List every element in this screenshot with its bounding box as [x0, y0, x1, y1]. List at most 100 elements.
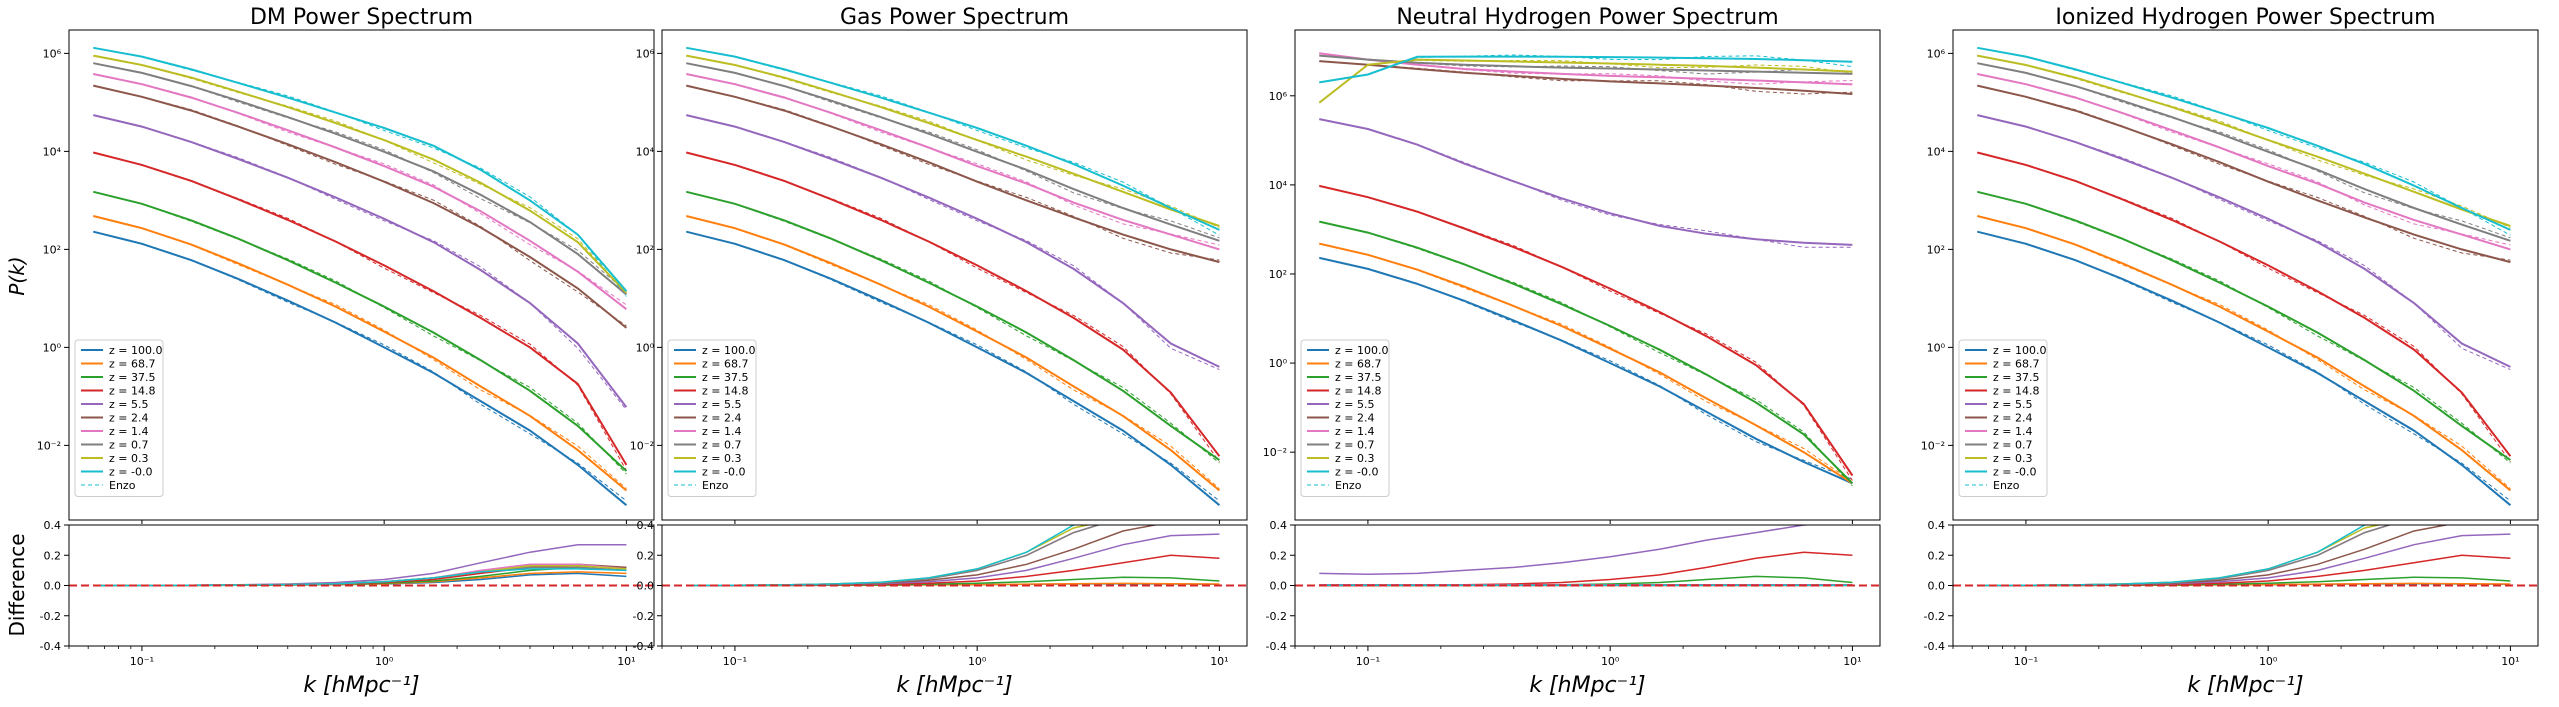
legend-entry-enzo: Enzo [109, 479, 136, 492]
enzo-line [93, 231, 627, 502]
legend-entry: z = 100.0 [109, 344, 162, 357]
legend-entry: z = 37.5 [109, 371, 155, 384]
x-tick-label: 10¹ [1843, 655, 1861, 668]
power-spectrum-lines [686, 46, 1221, 506]
series-line [93, 54, 628, 294]
x-tick-label: 10⁻¹ [2014, 655, 2038, 668]
legend-entry: z = -0.0 [109, 466, 152, 479]
legend-entry: z = 2.4 [702, 412, 741, 425]
difference-line [1319, 551, 1853, 587]
legend-entry: z = 14.8 [702, 385, 748, 398]
diff-y-tick-label: -0.4 [1266, 640, 1287, 653]
series-line [1977, 114, 2511, 368]
legend-entry: z = 5.5 [702, 398, 741, 411]
enzo-line [93, 73, 627, 306]
series-line [1319, 60, 1853, 95]
legend-entry: z = 2.4 [109, 412, 148, 425]
legend-entry: z = 14.8 [1993, 385, 2039, 398]
enzo-line [1977, 231, 2511, 502]
series-line [93, 230, 628, 506]
legend-entry: z = 0.3 [109, 452, 148, 465]
y-tick-label: 10² [43, 243, 61, 256]
series-line [686, 215, 1221, 492]
y-tick-label: 10⁴ [1269, 179, 1288, 192]
enzo-line [1977, 114, 2511, 371]
difference-lines [1977, 525, 2511, 587]
panel-title: Ionized Hydrogen Power Spectrum [2055, 5, 2435, 30]
series-line [686, 46, 1220, 231]
series-line [1977, 151, 2512, 457]
legend-entry: z = 68.7 [702, 358, 748, 371]
difference-line [1977, 554, 2511, 587]
series-line [1319, 54, 1853, 75]
y-tick-label: 10² [1927, 243, 1945, 256]
panel-4: Ionized Hydrogen Power Spectrum 10⁶ 10⁴ 10²… [1921, 5, 2539, 698]
panel-title: Gas Power Spectrum [840, 5, 1069, 30]
y-axis-label-power: P(k) [5, 256, 29, 295]
panel-2: Gas Power Spectrum 10⁶ 10⁴ 10² 10⁰ 10⁻² 0.4 0.2… [630, 5, 1248, 698]
series-line [1319, 242, 1853, 485]
series-line [1319, 118, 1853, 246]
difference-line [686, 554, 1220, 587]
legend-entry: z = 68.7 [1335, 358, 1381, 371]
series-line [93, 73, 628, 310]
enzo-line [1319, 185, 1853, 481]
diff-y-tick-label: -0.2 [633, 610, 654, 623]
difference-lines [1319, 525, 1853, 587]
legend-entry: z = 2.4 [1335, 412, 1374, 425]
series-line [93, 190, 628, 472]
legend-entry: z = -0.0 [702, 466, 745, 479]
series-line [1319, 220, 1854, 485]
legend-entry: z = 2.4 [1993, 412, 2032, 425]
y-tick-label: 10⁶ [1269, 90, 1288, 103]
diff-y-tick-label: 0.2 [637, 549, 655, 562]
diff-y-tick-label: 0.4 [1270, 519, 1288, 532]
legend-entry: z = 68.7 [1993, 358, 2039, 371]
legend-entry: z = 1.4 [1993, 425, 2032, 438]
x-tick-label: 10¹ [2501, 655, 2519, 668]
difference-line [1977, 525, 2370, 587]
enzo-line [93, 62, 627, 292]
series-line [93, 46, 628, 292]
enzo-line [1319, 52, 1853, 85]
x-tick-label: 10¹ [1210, 655, 1228, 668]
legend: z = 100.0z = 68.7z = 37.5z = 14.8z = 5.5… [667, 339, 757, 497]
legend-entry: z = 5.5 [1335, 398, 1374, 411]
series-line [1319, 184, 1854, 477]
series-line [1977, 230, 2512, 506]
series-line [1319, 256, 1853, 485]
enzo-line [686, 231, 1220, 502]
enzo-line [686, 62, 1220, 239]
y-tick-label: 10² [1269, 268, 1287, 281]
enzo-line [686, 114, 1220, 371]
x-tick-label: 10⁻¹ [1356, 655, 1380, 668]
series-line [686, 62, 1220, 242]
y-tick-label: 10⁻² [1263, 446, 1287, 459]
legend-entry: z = 37.5 [702, 371, 748, 384]
legend-entry: z = 100.0 [1335, 344, 1388, 357]
legend-entry: z = 1.4 [1335, 425, 1374, 438]
y-tick-label: 10⁰ [43, 341, 62, 354]
series-line [1977, 62, 2511, 242]
legend-entry: z = 37.5 [1993, 371, 2039, 384]
enzo-line [93, 215, 627, 489]
difference-line [1319, 525, 1816, 575]
series-line [686, 54, 1220, 227]
x-tick-label: 10¹ [617, 655, 635, 668]
x-axis-label: k [hMpc⁻¹] [896, 673, 1012, 698]
series-line [93, 151, 628, 466]
series-line [93, 62, 628, 296]
diff-y-tick-label: 0.4 [44, 519, 62, 532]
y-tick-label: 10⁰ [636, 341, 655, 354]
y-axis-label-difference: Difference [5, 533, 29, 636]
y-tick-label: 10⁴ [636, 145, 655, 158]
legend-entry: z = 0.3 [1335, 452, 1374, 465]
legend: z = 100.0z = 68.7z = 37.5z = 14.8z = 5.5… [1300, 339, 1390, 497]
diff-y-tick-label: 0.4 [637, 519, 655, 532]
diff-y-tick-label: -0.2 [1266, 610, 1287, 623]
panel-title: DM Power Spectrum [250, 5, 473, 30]
diff-y-tick-label: -0.2 [1924, 610, 1945, 623]
series-line [686, 151, 1221, 457]
diff-y-tick-label: -0.4 [1924, 640, 1945, 653]
diff-y-tick-label: -0.4 [633, 640, 654, 653]
